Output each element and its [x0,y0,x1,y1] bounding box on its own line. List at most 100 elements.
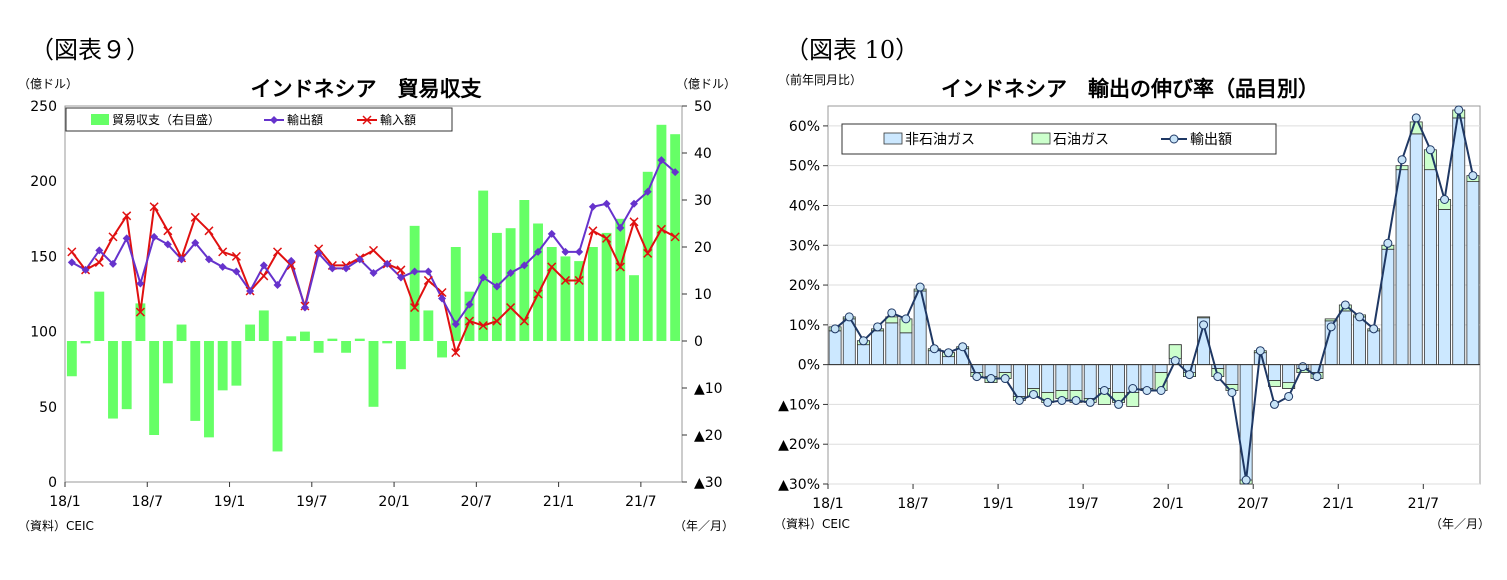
chart10-exports-point [1425,145,1435,155]
chart10-nonoil-bar [1338,310,1352,366]
chart10-exports-point [1014,395,1024,405]
chart9-exports-point [163,240,172,249]
chart9-imports-point [670,232,680,242]
chart9-imports-point [410,303,420,313]
chart9-balance-bar [560,256,571,341]
chart10-exports-point [943,348,953,358]
chart9-exports-point [383,259,392,268]
chart10-exports-point [1369,324,1379,334]
chart9-legend: 貿易収支（右目盛） 輸出額 輸入額 [65,107,453,132]
chart9-balance-bars [66,124,681,452]
chart10-nonoil-bar [1097,364,1111,389]
chart9-imports-point [108,232,118,242]
chart9-exports-point [342,264,351,273]
chart9-balance-bar [450,247,461,341]
chart10-exports-line [830,105,1478,485]
chart10-exports-point [1213,372,1223,382]
chart10-nonoil-bar [1027,364,1040,389]
chart9-balance-bar [190,341,201,421]
chart10-exports-point [1383,238,1393,248]
chart9-right-tick-label: 30 [694,193,712,209]
chart10-nonoil-bar [1083,364,1097,399]
chart10-axes: ▲30% ▲20% ▲10% 0% 10% 20% 30% 40% 50% 60% 18/1 18/7… [778,119,1480,512]
chart10-exports-point [1411,113,1421,123]
chart9-x-tick-label: 19/7 [296,494,327,510]
chart9-imports-point [533,289,543,299]
chart9-imports-point [547,262,557,272]
figure-label-9: （図表９） [30,36,150,64]
chart9-exports-point [191,238,200,247]
chart9-imports-point [602,233,612,243]
chart10-exports-point [1156,385,1166,395]
chart10-exports-point [1440,195,1450,205]
chart9-balance-bar [272,341,283,452]
chart9-lines [67,156,680,358]
chart10-x-tick-label: 18/1 [812,496,843,512]
chart9-exports-point [95,246,104,255]
chart9-imports-point [615,262,625,272]
chart10-exports-point [1298,362,1308,372]
chart9-exports-point [616,223,625,232]
chart9-balance-bar [245,324,256,341]
chart9-imports-point [204,226,214,236]
chart9-x-tick-label: 21/7 [625,494,656,510]
chart9-exports-point [575,247,584,256]
chart9-exports-point [602,199,611,208]
chart10-y-tick-label: 10% [789,318,820,334]
chart10-exports-point [1029,389,1039,399]
legend-exports-label: 輸出額 [287,112,323,127]
chart9-balance-bar [574,261,585,341]
chart9-imports-point [574,275,584,285]
chart9-balance-bar [94,291,105,341]
chart9-balance-bar [478,190,489,341]
chart9-x-tick-label: 19/1 [214,494,245,510]
chart10-oil-bar [1324,318,1338,322]
chart10-oil-bar [1197,316,1211,319]
chart10-exports-point [929,344,939,354]
chart9-exports-point [355,255,364,264]
chart9-exports-point [300,303,309,312]
chart10-exports-point [1170,356,1180,366]
chart9-balance-bar [176,324,187,341]
chart9-balance-bar [108,341,118,419]
chart9-balance-bar [300,331,310,341]
chart10-exports-point [1000,374,1010,384]
legend-balance-label: 貿易収支（右目盛） [112,112,220,127]
chart9-balance-bar [519,200,530,341]
chart9-balance-bar [382,341,393,344]
chart9-imports-point [122,211,132,221]
chart9-balance-bar [341,341,352,353]
chart9-imports-point [135,307,145,317]
chart10-y-tick-label: ▲10% [778,397,820,413]
chart10-exports-point [1114,399,1124,409]
chart9-balance-bar [313,341,324,353]
chart10-x-tick-label: 19/7 [1067,496,1098,512]
chart10-nonoil-bar [1466,181,1480,366]
chart10-exports-point [1468,171,1478,181]
chart9-right-tick-label: 40 [694,146,712,162]
chart9-exports-point [67,258,76,267]
figure-label-10: （図表 10） [785,36,919,64]
chart9-exports-point [150,232,159,241]
chart9-source: （資料）CEIC [18,519,94,533]
chart9-imports-point [163,226,173,236]
chart10-exports-point [1142,385,1152,395]
chart10-exports-point [1340,300,1350,310]
chart9-right-tick-label: 50 [694,99,712,115]
chart10-exports-point [1057,395,1067,405]
chart9-balance-bar [149,341,160,435]
chart9-imports-point [149,202,159,212]
chart10-gridlines [828,125,1480,485]
chart10-nonoil-bar [1353,316,1366,366]
chart9-exports-point [465,300,474,309]
chart9-right-tick-label: 20 [694,240,712,256]
chart10-x-tick-label: 20/1 [1152,496,1183,512]
chart10-exports-point [1085,397,1095,407]
chart9-exports-point [588,202,597,211]
chart10-x-tick-label: 20/7 [1237,496,1268,512]
chart9-balance-bar [409,225,420,341]
chart10-exports-point [1184,370,1194,380]
legend-oil-swatch [1031,132,1051,145]
chart9-imports-point [437,287,447,298]
chart9-exports-point [506,268,515,277]
